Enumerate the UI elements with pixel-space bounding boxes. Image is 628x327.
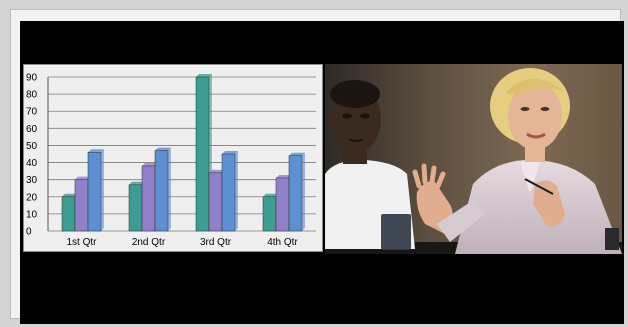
person-right	[412, 68, 622, 254]
bar-top	[196, 74, 212, 77]
slide-screen: 0 10 20 30 40 50 60 70 80 90 1st Qtr 2nd Qtr 3rd Qt…	[20, 21, 624, 324]
bar	[288, 152, 305, 232]
bar-top	[142, 162, 158, 166]
bar-face	[275, 177, 290, 232]
bar-face	[195, 76, 210, 232]
bar	[154, 147, 171, 232]
bar-top	[289, 152, 305, 156]
bar-side	[235, 151, 238, 231]
y-axis-ticks: 0 10 20 30 40 50 60 70 80 90	[26, 73, 38, 238]
bar-face	[141, 165, 156, 232]
x-category-label: 3rd Qtr	[200, 237, 232, 248]
chart-bars	[61, 74, 305, 232]
x-axis-labels: 1st Qtr 2nd Qtr 3rd Qtr 4th Qtr	[66, 237, 298, 248]
meeting-photo	[325, 64, 622, 254]
y-tick-label: 50	[26, 141, 38, 152]
bar-face	[87, 152, 102, 232]
y-tick-label: 0	[26, 227, 32, 238]
y-tick-label: 70	[26, 107, 38, 118]
bar-face	[61, 196, 76, 232]
bar-top	[263, 193, 279, 197]
cup	[605, 228, 619, 250]
x-category-label: 2nd Qtr	[132, 237, 166, 248]
y-tick-label: 20	[26, 192, 38, 203]
bar	[87, 149, 104, 232]
y-tick-label: 10	[26, 209, 38, 220]
bar	[221, 151, 238, 232]
bar-top	[222, 151, 238, 154]
bar-top	[209, 169, 225, 173]
bar-face	[154, 150, 169, 232]
bar-side	[168, 147, 171, 231]
y-tick-label: 60	[26, 124, 38, 135]
y-tick-label: 80	[26, 90, 38, 101]
bar-top	[155, 147, 171, 151]
bar-face	[262, 196, 277, 232]
bar-face	[208, 172, 223, 232]
bar-top	[75, 176, 91, 180]
y-tick-label: 40	[26, 158, 38, 169]
glass	[381, 214, 411, 250]
x-category-label: 1st Qtr	[66, 237, 97, 248]
bar-side	[101, 149, 104, 231]
bar-chart: 0 10 20 30 40 50 60 70 80 90 1st Qtr 2nd Qtr 3rd Qt…	[26, 73, 316, 248]
bar-top	[88, 149, 104, 153]
bar-top	[276, 174, 292, 178]
y-tick-label: 30	[26, 175, 38, 186]
bar-face	[74, 179, 89, 232]
bar-face	[221, 153, 236, 232]
x-category-label: 4th Qtr	[267, 237, 298, 248]
bar-side	[302, 152, 305, 231]
bar-face	[288, 155, 303, 232]
bar-chart-panel: 0 10 20 30 40 50 60 70 80 90 1st Qtr 2nd Qtr 3rd Qt…	[23, 64, 323, 252]
y-tick-label: 90	[26, 73, 38, 84]
bar-top	[129, 181, 145, 185]
bar-top	[62, 193, 78, 197]
bar-face	[128, 184, 143, 232]
meeting-photo-illustration	[325, 64, 622, 254]
